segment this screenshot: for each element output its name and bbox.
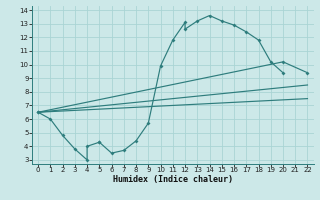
X-axis label: Humidex (Indice chaleur): Humidex (Indice chaleur)	[113, 175, 233, 184]
